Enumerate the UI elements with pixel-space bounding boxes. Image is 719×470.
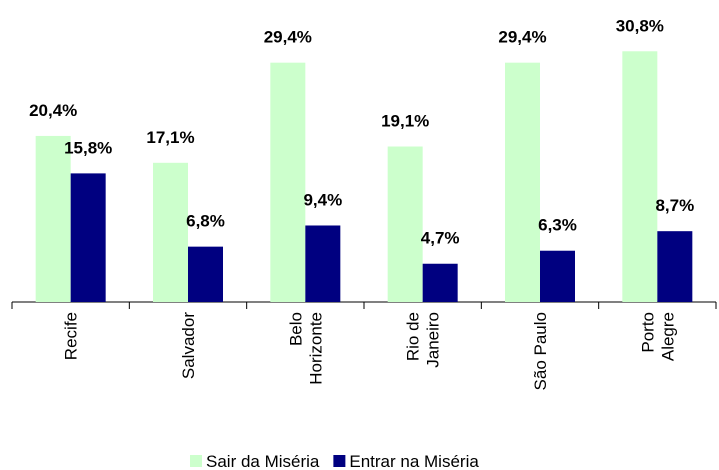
value-label: 17,1% bbox=[146, 128, 194, 147]
value-label: 20,4% bbox=[29, 101, 77, 120]
value-label: 4,7% bbox=[421, 229, 460, 248]
bar bbox=[540, 250, 575, 302]
value-label: 19,1% bbox=[381, 112, 429, 131]
legend-swatch bbox=[190, 455, 202, 467]
bar bbox=[387, 146, 423, 302]
legend-label: Sair da Miséria bbox=[206, 452, 320, 470]
bar bbox=[153, 162, 188, 302]
x-tick-label: BeloHorizonte bbox=[286, 312, 325, 385]
value-label: 6,8% bbox=[186, 212, 225, 231]
value-label: 29,4% bbox=[264, 28, 312, 47]
bar bbox=[657, 231, 693, 302]
value-label: 9,4% bbox=[303, 190, 342, 209]
bar bbox=[270, 62, 306, 303]
bar bbox=[70, 173, 106, 302]
bar bbox=[188, 246, 223, 302]
value-label: 15,8% bbox=[64, 138, 112, 157]
x-tick-label: Salvador bbox=[179, 312, 198, 379]
bar bbox=[622, 51, 658, 303]
x-tick-label: São Paulo bbox=[531, 312, 550, 390]
value-label: 8,7% bbox=[655, 196, 694, 215]
x-tick-label: PortoAlegre bbox=[638, 312, 677, 361]
x-tick-label: Recife bbox=[62, 312, 81, 360]
x-tick-label: Rio deJaneiro bbox=[404, 312, 443, 368]
value-label: 29,4% bbox=[498, 28, 546, 47]
legend-swatch bbox=[333, 455, 346, 467]
bar bbox=[305, 225, 341, 302]
bar bbox=[505, 62, 540, 303]
value-label: 30,8% bbox=[616, 16, 664, 35]
legend-label: Entrar na Miséria bbox=[349, 452, 479, 470]
value-label: 6,3% bbox=[538, 216, 577, 235]
bar bbox=[422, 263, 458, 302]
bar bbox=[35, 135, 71, 302]
